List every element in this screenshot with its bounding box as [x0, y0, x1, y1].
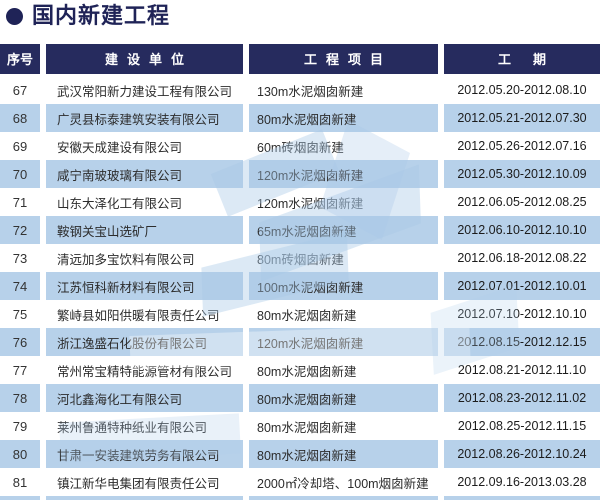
project-period: 2012.08.15-2012.12.15	[444, 328, 600, 356]
project-period: 2012.08.23-2012.11.02	[444, 384, 600, 412]
company-name: 繁峙县如阳供暖有限责任公司	[57, 308, 220, 323]
row-number: 69	[12, 138, 28, 154]
row-number: 68	[0, 104, 40, 132]
row-number: 74	[0, 272, 40, 300]
project-name: 80m水泥烟囱新建	[249, 384, 438, 412]
project-period: 2012.08.25-2012.11.15	[457, 419, 587, 433]
table-row: 81 镇江新华电集团有限责任公司 2000㎡冷却塔、100m烟囱新建 2012.…	[0, 468, 600, 496]
header-col-no: 序号	[0, 44, 40, 74]
project-period: 2012.05.26-2012.07.16	[457, 139, 587, 153]
table-row: 71 山东大泽化工有限公司 120m水泥烟囱新建 2012.06.05-2012…	[0, 188, 600, 216]
project-period: 2012.05.30-2012.10.09	[444, 160, 600, 188]
company-name: 浙江逸盛石化股份有限公司	[46, 328, 243, 356]
row-number: 67	[12, 82, 28, 98]
project-name: 80m水泥烟囱新建	[257, 308, 357, 323]
row-number: 73	[12, 250, 28, 266]
project-name: 2000㎡冷却塔、100m烟囱新建	[257, 476, 429, 491]
project-period: 2012.06.10-2012.10.10	[444, 216, 600, 244]
company-name: 河北鑫海化工有限公司	[46, 384, 243, 412]
row-number: 76	[0, 328, 40, 356]
project-period: 2012.07.01-2012.10.01	[444, 272, 600, 300]
table-row: 72 鞍钢关宝山选矿厂 65m水泥烟囱新建 2012.06.10-2012.10…	[0, 216, 600, 244]
project-name: 80m砖烟囱新建	[257, 252, 344, 267]
header-col-company: 建设单位	[46, 44, 243, 74]
project-period: 2012.07.10-2012.10.10	[457, 307, 587, 321]
row-number: 72	[0, 216, 40, 244]
company-name: 甘肃一安装建筑劳务有限公司	[46, 440, 243, 468]
table-row: 78 河北鑫海化工有限公司 80m水泥烟囱新建 2012.08.23-2012.…	[0, 384, 600, 412]
row-number: 78	[0, 384, 40, 412]
row-number: 70	[0, 160, 40, 188]
project-name: 120m水泥烟囱新建	[249, 160, 438, 188]
project-name: 65m水泥烟囱新建	[249, 216, 438, 244]
table-header-row: 序号 建设单位 工程项目 工期	[0, 44, 600, 74]
table-row: 73 清远加多宝饮料有限公司 80m砖烟囱新建 2012.06.18-2012.…	[0, 244, 600, 272]
company-name: 江苏恒科新材料有限公司	[46, 272, 243, 300]
project-name: 60m砖烟囱新建	[257, 140, 344, 155]
row-number: 80	[0, 440, 40, 468]
project-name: 100m水泥烟囱新建	[249, 272, 438, 300]
company-name: 清远加多宝饮料有限公司	[57, 252, 195, 267]
project-period: 2012.08.26-2012.10.24	[444, 440, 600, 468]
project-period: 2012.05.20-2012.08.10	[457, 83, 587, 97]
table-row: 68 广灵县标泰建筑安装有限公司 80m水泥烟囱新建 2012.05.21-20…	[0, 104, 600, 132]
project-name: 80m水泥烟囱新建	[249, 440, 438, 468]
table-row: 77 常州常宝精特能源管材有限公司 80m水泥烟囱新建 2012.08.21-2…	[0, 356, 600, 384]
row-number: 75	[12, 306, 28, 322]
company-name: 武汉常阳新力建设工程有限公司	[57, 84, 233, 99]
table-row: 67 武汉常阳新力建设工程有限公司 130m水泥烟囱新建 2012.05.20-…	[0, 76, 600, 104]
table-row: 69 安徽天成建设有限公司 60m砖烟囱新建 2012.05.26-2012.0…	[0, 132, 600, 160]
company-name: 咸宁南玻玻璃有限公司	[46, 160, 243, 188]
bullet-icon	[6, 7, 23, 25]
table-row: 76 浙江逸盛石化股份有限公司 120m水泥烟囱新建 2012.08.15-20…	[0, 328, 600, 356]
company-name: 广灵县标泰建筑安装有限公司	[46, 104, 243, 132]
company-name: 常州常宝精特能源管材有限公司	[57, 364, 233, 379]
row-number: 77	[12, 362, 28, 378]
company-name: 山东大泽化工有限公司	[57, 196, 183, 211]
company-name: 鞍钢关宝山选矿厂	[46, 216, 243, 244]
project-period: 2012.05.21-2012.07.30	[444, 104, 600, 132]
project-period: 2012.06.05-2012.08.25	[457, 195, 587, 209]
project-name: 120m水泥烟囱新建	[249, 328, 438, 356]
header-col-project: 工程项目	[249, 44, 438, 74]
table-row: 79 莱州鲁通特种纸业有限公司 80m水泥烟囱新建 2012.08.25-201…	[0, 412, 600, 440]
company-name: 镇江新华电集团有限责任公司	[57, 476, 220, 491]
row-number: 71	[12, 194, 28, 210]
header-col-period: 工期	[444, 44, 600, 74]
project-period: 2012.08.21-2012.11.10	[457, 363, 587, 377]
project-name: 80m水泥烟囱新建	[257, 420, 357, 435]
table-row: 80 甘肃一安装建筑劳务有限公司 80m水泥烟囱新建 2012.08.26-20…	[0, 440, 600, 468]
row-number: 81	[12, 474, 28, 490]
table-row: 74 江苏恒科新材料有限公司 100m水泥烟囱新建 2012.07.01-201…	[0, 272, 600, 300]
project-name: 80m水泥烟囱新建	[249, 104, 438, 132]
project-name: 120m水泥烟囱新建	[257, 196, 364, 211]
company-name: 莱州鲁通特种纸业有限公司	[57, 420, 208, 435]
section-title-bar: 国内新建工程	[6, 5, 170, 27]
project-period: 2012.06.18-2012.08.22	[457, 251, 587, 265]
table-body: 67 武汉常阳新力建设工程有限公司 130m水泥烟囱新建 2012.05.20-…	[0, 76, 600, 496]
table-row: 70 咸宁南玻玻璃有限公司 120m水泥烟囱新建 2012.05.30-2012…	[0, 160, 600, 188]
page-title: 国内新建工程	[32, 3, 171, 28]
project-name: 80m水泥烟囱新建	[257, 364, 357, 379]
row-number: 79	[12, 418, 28, 434]
table-row: 75 繁峙县如阳供暖有限责任公司 80m水泥烟囱新建 2012.07.10-20…	[0, 300, 600, 328]
project-name: 130m水泥烟囱新建	[257, 84, 364, 99]
company-name: 安徽天成建设有限公司	[57, 140, 183, 155]
partial-row-stripe	[0, 496, 600, 500]
project-period: 2012.09.16-2013.03.28	[457, 475, 587, 489]
